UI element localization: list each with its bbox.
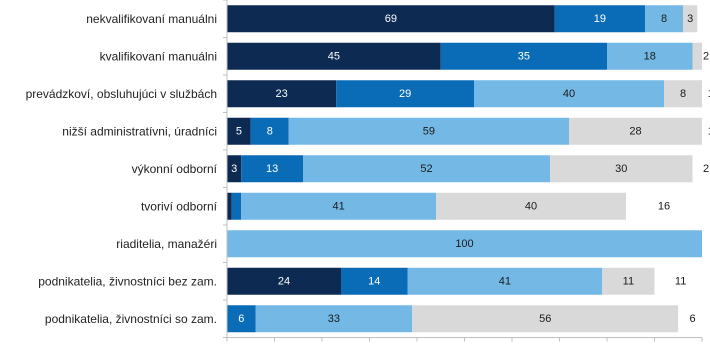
data-label: 18 xyxy=(644,50,656,62)
bar-segment xyxy=(227,155,242,183)
data-label: 59 xyxy=(423,125,435,137)
category-label: nekvalifikovaní manuálni xyxy=(86,12,217,26)
data-label: 30 xyxy=(615,163,627,175)
data-label: 8 xyxy=(680,88,686,100)
bar-segment xyxy=(654,267,707,295)
data-label: 3 xyxy=(687,13,693,25)
bar-segment xyxy=(683,5,698,33)
data-label: 6 xyxy=(238,313,244,325)
bar-segment xyxy=(550,155,693,183)
data-label: 24 xyxy=(278,275,290,287)
bar-segment xyxy=(227,117,251,145)
data-label: 6 xyxy=(689,313,695,325)
data-label: 1 xyxy=(708,88,710,100)
data-label: 8 xyxy=(267,125,273,137)
bar-segment xyxy=(227,230,702,258)
bar-segment xyxy=(645,5,683,33)
data-label: 56 xyxy=(539,313,551,325)
bar-segment xyxy=(569,117,702,145)
data-label: 11 xyxy=(623,275,634,287)
bar-segment xyxy=(303,155,550,183)
bar-segment xyxy=(288,117,569,145)
category-label: nižší administratívni, úradníci xyxy=(62,124,217,138)
data-label: 29 xyxy=(399,88,411,100)
bar-segment xyxy=(227,267,341,295)
bar-segment xyxy=(231,192,242,220)
data-label: 8 xyxy=(661,13,667,25)
bar-segment xyxy=(250,117,289,145)
category-labels-layer: nekvalifikovaní manuálni kvalifikovaní ma… xyxy=(26,12,218,326)
category-label: riaditelia, manažéri xyxy=(116,237,217,251)
bar-segment xyxy=(407,267,603,295)
bar-segment xyxy=(227,42,441,70)
data-label: 52 xyxy=(420,163,432,175)
data-label: 3 xyxy=(231,163,237,175)
bar-segment xyxy=(626,192,702,220)
category-label: kvalifikovaní manuálni xyxy=(100,49,217,63)
bar-segment xyxy=(412,305,679,333)
category-label: tvoriví odborní xyxy=(141,199,218,213)
data-label: 2 xyxy=(703,50,709,62)
data-label: 40 xyxy=(563,88,575,100)
bar-segment xyxy=(702,80,707,108)
data-label: 35 xyxy=(518,50,530,62)
bar-segment xyxy=(678,305,707,333)
data-label: 14 xyxy=(368,275,380,287)
data-label: 40 xyxy=(525,200,537,212)
data-label: 13 xyxy=(266,163,278,175)
data-label: 100 xyxy=(455,238,473,250)
bar-segment xyxy=(692,155,702,183)
bar-segment xyxy=(255,305,413,333)
data-label: 41 xyxy=(333,200,345,212)
data-label: 2 xyxy=(703,163,709,175)
bar-segment xyxy=(554,5,645,33)
bar-segment xyxy=(341,267,408,295)
category-label: podnikatelia, živnostníci so zam. xyxy=(45,312,217,326)
category-label: podnikatelia, živnostníci bez zam. xyxy=(38,274,217,288)
data-label: 11 xyxy=(675,275,686,287)
category-label: výkonní odborní xyxy=(132,162,218,176)
data-label: 45 xyxy=(328,50,340,62)
bar-segment xyxy=(702,117,707,145)
bar-segment xyxy=(241,192,436,220)
data-label: 23 xyxy=(276,88,288,100)
data-label: 69 xyxy=(385,13,397,25)
data-label: 1 xyxy=(708,125,710,137)
bar-segment xyxy=(227,192,232,220)
data-label: 28 xyxy=(629,125,641,137)
axis-layer xyxy=(223,0,703,342)
data-label: 5 xyxy=(236,125,242,137)
bar-segment xyxy=(692,42,702,70)
data-label: 19 xyxy=(594,13,606,25)
bars-layer: 6919834535182232940815859281313523021241… xyxy=(227,5,710,333)
bar-segment xyxy=(664,80,702,108)
bar-segment xyxy=(241,155,303,183)
bar-segment xyxy=(227,5,555,33)
data-label: 33 xyxy=(328,313,340,325)
data-label: 16 xyxy=(658,200,670,212)
bar-segment xyxy=(607,42,693,70)
data-label: 41 xyxy=(499,275,511,287)
bar-segment xyxy=(227,80,337,108)
bar-segment xyxy=(602,267,655,295)
category-label: prevádzkoví, obsluhujúci v službách xyxy=(26,87,217,101)
bar-segment xyxy=(436,192,626,220)
bar-segment xyxy=(227,305,256,333)
bar-segment xyxy=(474,80,664,108)
bar-segment xyxy=(336,80,474,108)
bar-segment xyxy=(440,42,607,70)
